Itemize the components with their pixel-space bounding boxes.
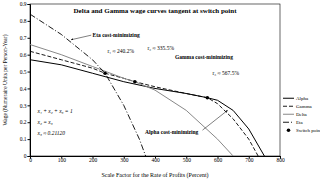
x-tick: 400 [151,156,160,163]
legend-entry: Gamma [283,104,313,109]
legend-swatch [283,106,294,107]
y-tick: 0.7 [20,35,30,41]
legend-label: Eta [296,120,303,125]
y-tick: 0.3 [20,103,30,109]
legend-entry: Eta [283,120,303,125]
x-tick: 800 [276,156,285,163]
y-tick-label: 0.6 [20,52,27,58]
marks [30,14,264,156]
y-tick: 0 [24,153,30,159]
x-tick: 300 [120,156,129,163]
annotation: r₃ ≈ 567.5% [213,70,240,76]
y-tick-label: 0.1 [20,136,27,142]
series-line [30,60,264,156]
y-tick-mark [28,122,31,123]
y-tick-mark [28,38,31,39]
y-tick-label: 0.3 [20,103,27,109]
annotation: x₂ = x₃ [37,119,53,125]
x-tick-label: 0 [29,157,32,163]
legend-entry: Delta [283,112,308,117]
y-tick-mark [28,88,31,89]
x-tick-label: 800 [276,157,285,163]
annotation: r₁ ≈ 240.2% [108,48,135,54]
series-line [30,51,258,156]
x-tick: 0 [29,156,32,163]
x-tick-label: 300 [120,157,129,163]
y-tick: 0.2 [20,119,30,125]
y-tick-label: 0.4 [20,86,27,92]
legend-label: Alpha [296,96,309,101]
y-tick: 0.1 [20,136,30,142]
y-tick-label: 0.9 [20,1,27,7]
annotation: Gamma cost-minimizing [175,54,233,60]
annotation: x₃ ≈ 0.21120 [37,130,66,136]
legend-label: Switch point [296,128,320,133]
annotation: r₂ ≈ 335.5% [148,45,175,51]
annotation: x₁ + x₂ + x₃ = 1 [37,108,73,114]
x-tick-label: 500 [183,157,192,163]
x-tick: 100 [58,156,67,163]
x-tick: 500 [183,156,192,163]
plot: 0 100 200 300 400 500 600 700 800 0 0.1 0.2 0.3 0.4 0.… [20,1,285,163]
y-tick: 0.5 [20,69,30,75]
y-tick: 0.4 [20,86,30,92]
x-axis: 0 100 200 300 400 500 600 700 800 [29,156,285,163]
legend: Alpha Gamma Delta Eta Switch point [283,96,320,133]
x-tick: 700 [245,156,254,163]
x-tick: 200 [89,156,98,163]
y-tick-mark [28,139,31,140]
series-line [30,14,146,156]
annotation: Alpha cost-minimizing [145,129,199,135]
y-tick-label: 0.7 [20,35,27,41]
legend-swatch [287,128,291,132]
x-tick-label: 400 [151,157,160,163]
y-axis-title: Wage (Numeraire Units per Person-Year) [2,34,9,125]
y-tick-label: 0.8 [20,18,27,24]
legend-swatch [283,98,294,99]
y-tick-mark [28,55,31,56]
x-tick-label: 600 [214,157,223,163]
y-tick: 0.9 [20,1,30,7]
y-tick-mark [28,156,31,157]
switch-point [103,71,107,75]
legend-label: Delta [296,112,308,117]
x-tick-label: 700 [245,157,254,163]
y-axis: 0 0.1 0.2 0.3 0.4 0.5 0.6 0.7 0.8 0.9 [20,1,31,159]
y-tick: 0.8 [20,18,30,24]
y-tick-label: 0.5 [20,69,27,75]
y-tick-mark [28,72,31,73]
switch-point [133,80,137,84]
legend-entry: Switch point [287,128,320,133]
switch-point [206,96,210,100]
y-tick-label: 0 [24,153,27,159]
y-tick-mark [28,4,31,5]
chart: 0 100 200 300 400 500 600 700 800 0 0.1 0.2 0.3 0.4 0.… [0,0,320,180]
legend-label: Gamma [296,104,313,109]
annotation: Eta cost-minimizing [93,32,140,38]
y-axis-line [28,5,31,157]
y-tick-mark [28,105,31,106]
legend-swatch [283,122,294,123]
x-tick-label: 200 [89,157,98,163]
legend-entry: Alpha [283,96,309,101]
annotation-arrow [71,35,91,40]
legend-swatch [283,114,294,115]
y-tick-label: 0.2 [20,119,27,125]
y-tick: 0.6 [20,52,30,58]
x-tick-label: 100 [58,157,67,163]
chart-title: Delta and Gamma wage curves tangent at s… [74,7,238,15]
y-tick-mark [28,21,31,22]
series-line [30,45,233,156]
annotation-arrow [203,110,228,130]
x-tick: 600 [214,156,223,163]
x-axis-title: Scale Factor for the Rate of Profits (Pe… [101,172,208,179]
plot-frame [30,4,280,156]
